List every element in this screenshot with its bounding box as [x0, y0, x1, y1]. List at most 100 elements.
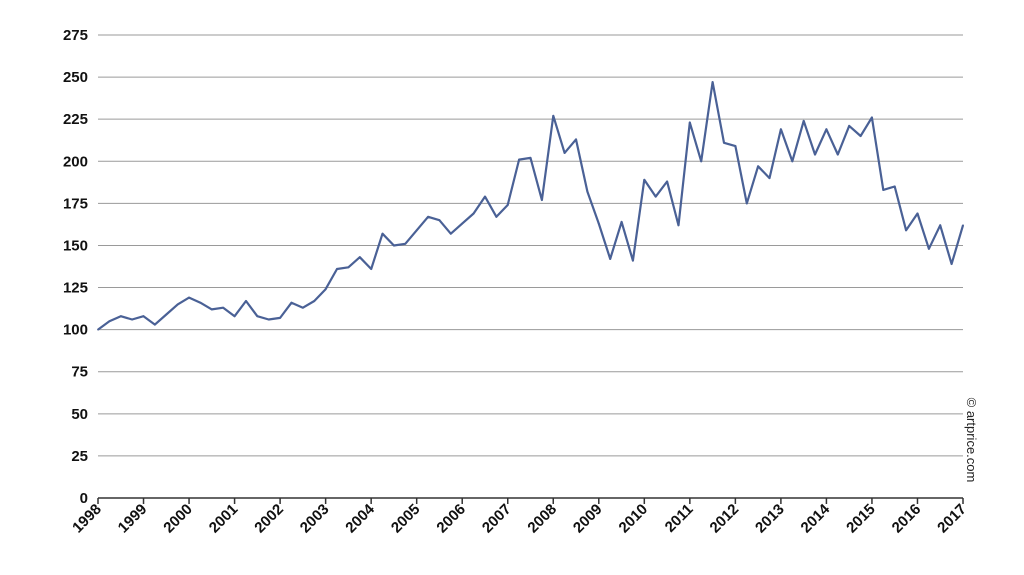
x-tick-label: 2003 — [297, 501, 333, 537]
x-tick-label: 2016 — [889, 501, 925, 537]
x-tick-label: 2004 — [342, 500, 378, 536]
y-tick-label: 150 — [63, 237, 88, 254]
data-point — [677, 224, 680, 227]
data-point — [768, 177, 771, 180]
data-point — [267, 318, 270, 321]
x-tick-label: 2014 — [798, 500, 834, 536]
data-point — [700, 160, 703, 163]
data-point — [358, 256, 361, 259]
x-tick-label: 1999 — [115, 501, 151, 537]
data-point — [154, 323, 156, 326]
data-point — [415, 229, 418, 232]
data-point — [484, 195, 486, 198]
x-tick-label: 2007 — [479, 501, 515, 537]
data-point — [427, 215, 429, 218]
data-point — [745, 202, 748, 205]
y-tick-label: 125 — [63, 280, 88, 297]
data-point — [848, 125, 851, 127]
data-point — [791, 160, 794, 163]
data-point — [381, 232, 384, 235]
data-point — [950, 263, 953, 265]
data-point — [688, 121, 691, 124]
data-point — [859, 135, 862, 137]
y-tick-label: 0 — [80, 490, 88, 507]
data-point — [438, 219, 441, 222]
x-axis-ticks: 1998 1999 2000 2001 2002 2003 2004 2005 2006 2007… — [69, 500, 970, 536]
data-point — [563, 151, 566, 154]
x-tick-label: 2011 — [662, 501, 697, 536]
data-point — [757, 165, 760, 168]
data-point — [188, 296, 190, 299]
copyright-annotation: © artprice.com — [964, 398, 979, 483]
data-point — [108, 320, 111, 323]
x-tick-label: 2008 — [524, 501, 560, 537]
y-tick-label: 100 — [63, 322, 88, 339]
data-point — [916, 212, 919, 215]
data-point — [165, 313, 168, 316]
data-point — [814, 153, 816, 156]
data-point — [336, 268, 338, 270]
data-point — [575, 138, 577, 141]
data-point — [97, 328, 99, 331]
x-tick-label: 2005 — [388, 501, 424, 537]
x-tick-label: 2000 — [160, 501, 196, 537]
x-tick-label: 2001 — [206, 501, 242, 537]
data-point — [199, 301, 202, 304]
data-point — [370, 268, 373, 270]
y-tick-label: 75 — [71, 364, 88, 381]
data-point — [233, 315, 236, 318]
data-point — [176, 303, 179, 306]
data-point — [461, 222, 464, 225]
x-axis — [97, 497, 964, 504]
data-point — [734, 145, 737, 148]
data-point — [324, 288, 327, 291]
y-tick-label: 25 — [71, 448, 88, 465]
data-point — [632, 259, 634, 262]
data-point — [529, 157, 532, 159]
y-axis-ticks: 0 25 50 75 100 125 150 175 200 225 250 275 — [63, 27, 88, 507]
data-point — [552, 114, 555, 117]
x-tick-label: 2009 — [570, 501, 606, 537]
data-point — [393, 244, 395, 247]
x-tick-label: 2017 — [934, 501, 970, 537]
data-point — [927, 247, 930, 250]
data-point — [142, 315, 145, 318]
data-point — [905, 229, 907, 232]
data-point — [449, 232, 452, 235]
data-point — [222, 306, 225, 309]
data-point — [723, 141, 725, 144]
x-tick-label: 2015 — [843, 501, 879, 537]
data-point — [506, 204, 509, 206]
x-tick-label: 2013 — [752, 501, 788, 537]
data-point — [540, 199, 543, 201]
data-point — [495, 215, 498, 218]
data-point — [962, 224, 964, 227]
x-tick-label: 2002 — [251, 501, 287, 537]
data-point — [313, 300, 316, 302]
data-point — [871, 116, 873, 119]
y-tick-label: 175 — [63, 195, 88, 212]
data-point — [643, 178, 646, 181]
data-point — [472, 212, 475, 215]
gridlines — [98, 34, 963, 457]
data-point — [290, 301, 293, 304]
data-point — [404, 242, 407, 245]
y-tick-label: 50 — [71, 406, 88, 423]
series-layer — [97, 80, 965, 331]
data-point — [882, 188, 885, 191]
data-point — [825, 128, 828, 131]
data-point — [779, 128, 782, 131]
data-point — [802, 119, 805, 122]
y-tick-label: 225 — [63, 111, 88, 128]
data-point — [256, 315, 259, 318]
x-tick-label: 2010 — [616, 501, 652, 537]
data-point — [347, 266, 350, 269]
data-point — [210, 308, 213, 311]
y-tick-label: 200 — [63, 153, 88, 170]
data-point — [597, 222, 600, 225]
data-point — [939, 224, 942, 227]
data-point — [654, 195, 657, 198]
x-tick-label: 2012 — [707, 501, 743, 537]
data-point — [131, 318, 134, 321]
